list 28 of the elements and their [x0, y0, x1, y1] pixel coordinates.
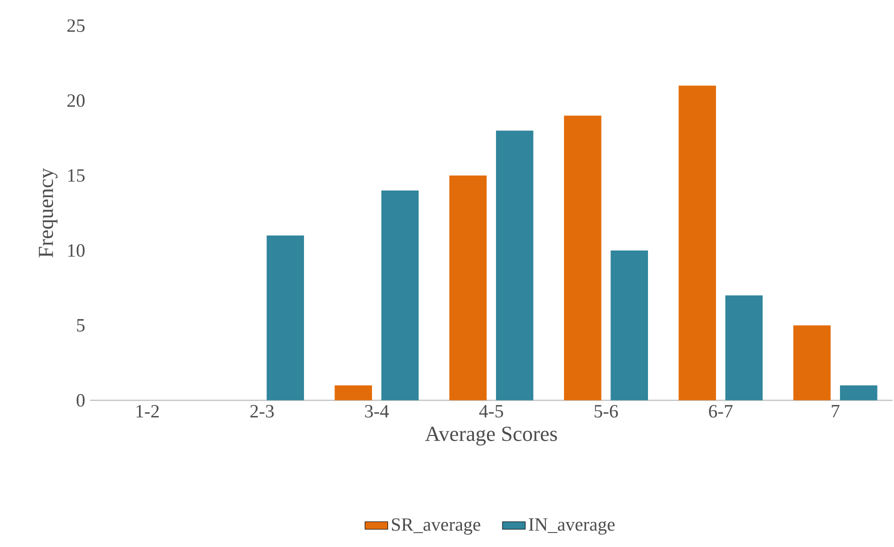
y-axis-title: Frequency	[38, 168, 58, 258]
bar	[266, 235, 304, 400]
x-axis-title: Average Scores	[425, 426, 557, 446]
legend-label: IN_average	[528, 518, 615, 535]
y-tick-label: 0	[76, 394, 85, 407]
bar	[381, 190, 419, 400]
bar	[610, 250, 648, 400]
x-tick-label: 3-4	[365, 405, 389, 418]
bar	[334, 385, 372, 400]
y-tick-label: 20	[67, 94, 85, 107]
x-tick-label: 2-3	[250, 405, 274, 418]
bar	[793, 325, 831, 400]
y-tick-label: 5	[77, 319, 85, 332]
x-tick-label: 1-2	[136, 405, 159, 418]
bar	[564, 116, 602, 400]
x-tick-label: 6-7	[709, 405, 733, 418]
bar	[725, 295, 763, 400]
legend-label: SR_average	[392, 518, 480, 535]
y-tick-label: 15	[68, 169, 85, 182]
x-tick-label: 5-6	[594, 405, 618, 418]
bar	[840, 385, 878, 400]
y-tick-label: 10	[68, 244, 85, 257]
x-tick-label: 7	[832, 405, 840, 418]
bar	[678, 86, 716, 400]
bar	[449, 176, 487, 400]
x-tick-label: 4-5	[479, 405, 504, 418]
y-tick-label: 25	[67, 19, 85, 32]
bar	[496, 130, 534, 400]
